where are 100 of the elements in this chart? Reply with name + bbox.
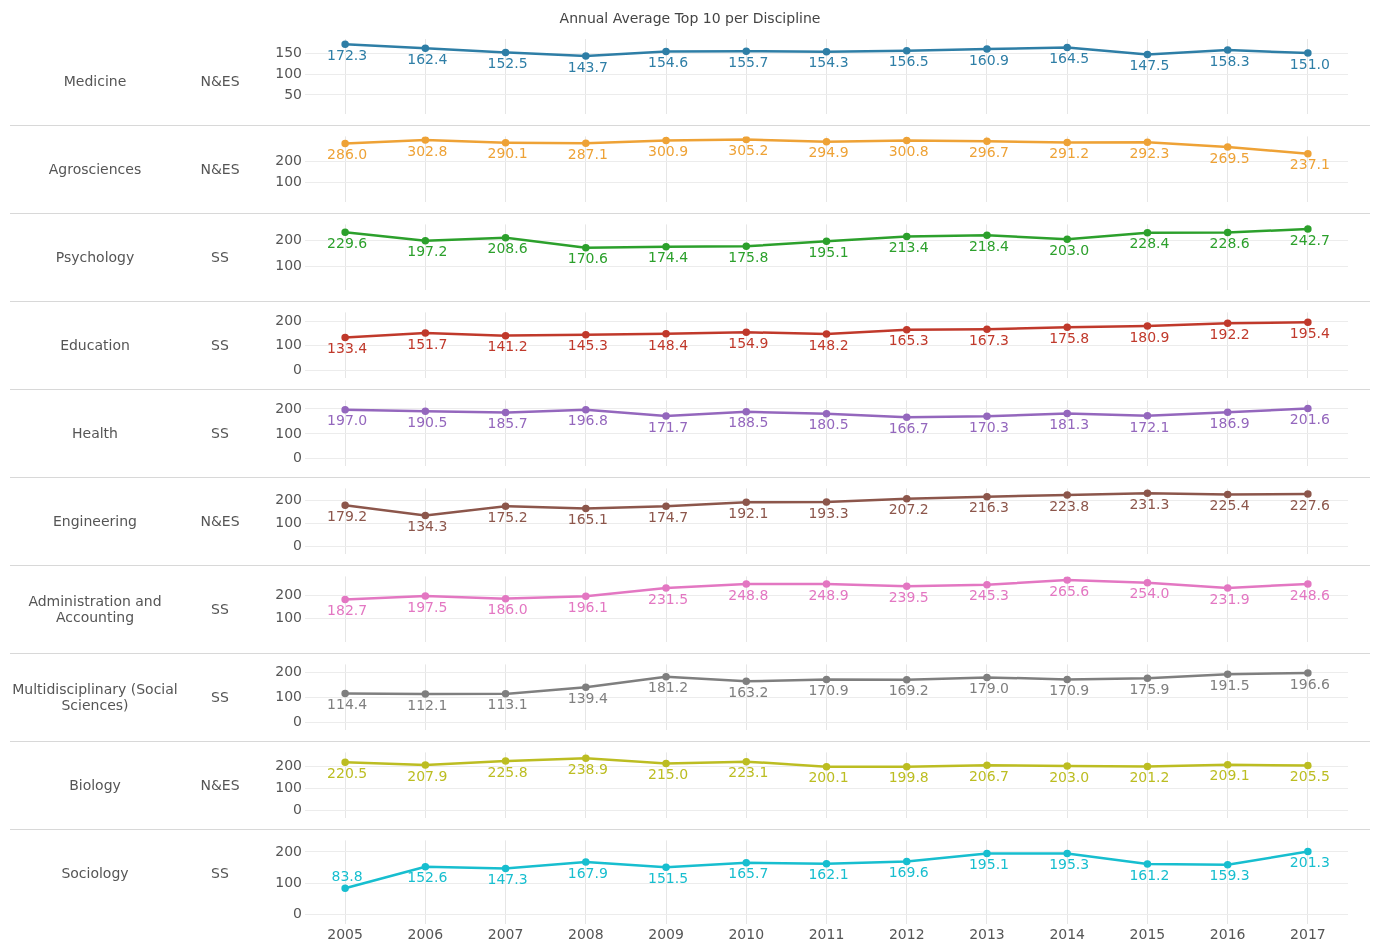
- data-label: 169.2: [888, 682, 929, 699]
- y-tick-label: 0: [293, 537, 302, 554]
- data-label: 163.2: [728, 683, 769, 700]
- y-tick-label: 100: [275, 514, 302, 531]
- data-label: 147.3: [487, 871, 528, 888]
- data-label: 201.6: [1289, 411, 1331, 428]
- data-label: 186.9: [1209, 414, 1250, 431]
- data-label: 162.4: [407, 51, 448, 68]
- data-label: 175.8: [1049, 329, 1090, 346]
- y-axis-title: Administration and Accounting: [27, 593, 163, 625]
- data-label: 201.3: [1289, 854, 1330, 871]
- x-tick-label: 2014: [1049, 926, 1086, 943]
- data-label: 291.2: [1049, 145, 1090, 162]
- y-axis-title: Medicine: [62, 73, 128, 89]
- data-label: 203.0: [1049, 241, 1090, 258]
- data-label: 218.4: [968, 237, 1010, 254]
- x-tick-label: 2005: [327, 926, 363, 943]
- y-tick-label: 200: [275, 491, 302, 508]
- data-label: 175.8: [728, 249, 769, 265]
- y-axis-title: Psychology: [54, 249, 136, 265]
- data-label: 148.4: [647, 336, 689, 353]
- data-label: 170.3: [968, 418, 1010, 435]
- data-label: 83.8: [331, 867, 363, 884]
- y-tick-label: 100: [275, 256, 302, 273]
- data-label: 215.0: [647, 766, 689, 783]
- data-label: 254.0: [1129, 585, 1170, 602]
- data-label: 151.7: [407, 335, 448, 352]
- text: N&ES: [199, 777, 241, 793]
- data-label: 208.6: [487, 240, 528, 257]
- y-tick-label: 200: [275, 842, 302, 859]
- data-label: 154.6: [647, 54, 689, 71]
- data-label: 179.2: [327, 507, 368, 524]
- data-label: 154.9: [728, 334, 769, 351]
- data-label: 134.3: [407, 518, 448, 535]
- data-label: 231.3: [1129, 495, 1170, 512]
- data-label: 229.6: [327, 234, 368, 251]
- data-label: 203.0: [1049, 768, 1090, 785]
- data-label: 151.5: [647, 869, 689, 886]
- text: Annual Average Top 10 per Discipline: [558, 10, 822, 26]
- data-label: 185.7: [487, 415, 528, 432]
- data-label: 175.2: [487, 508, 528, 525]
- data-label: 225.4: [1209, 497, 1250, 514]
- y-tick-label: 200: [275, 586, 302, 603]
- data-label: 294.9: [808, 144, 849, 161]
- y-tick-label: 100: [275, 64, 302, 81]
- y-axis-title: Education: [59, 337, 131, 353]
- data-label: 197.0: [327, 412, 368, 429]
- data-label: 207.9: [407, 767, 448, 784]
- data-label: 159.3: [1209, 867, 1250, 884]
- data-label: 209.1: [1209, 767, 1250, 784]
- y-tick-label: 0: [293, 801, 302, 818]
- data-label: 145.3: [567, 337, 608, 354]
- data-label: 300.8: [888, 143, 929, 160]
- data-label: 170.9: [808, 682, 849, 699]
- data-label: 165.3: [888, 332, 929, 349]
- data-label: 172.1: [1129, 418, 1170, 435]
- data-label: 190.5: [407, 413, 448, 430]
- y-axis-title: Sociology: [60, 865, 130, 881]
- data-label: 245.3: [968, 587, 1010, 604]
- y-tick-label: 0: [293, 712, 302, 729]
- y-axis-title: Engineering: [52, 513, 138, 529]
- data-label: 196.8: [567, 412, 608, 429]
- data-label: 170.6: [567, 250, 608, 267]
- y-tick-label: 100: [275, 687, 302, 704]
- data-label: 305.2: [728, 142, 769, 159]
- data-label: 200.1: [808, 769, 849, 786]
- data-label: 197.5: [407, 598, 448, 615]
- data-label: 197.2: [407, 243, 448, 260]
- data-label: 196.6: [1289, 675, 1331, 692]
- y-tick-label: 100: [275, 173, 302, 190]
- data-label: 237.1: [1289, 156, 1330, 173]
- y-tick-label: 200: [275, 662, 302, 679]
- data-label: 170.9: [1049, 682, 1090, 699]
- y-axis-title: Multidisciplinary (Social Sciences): [11, 681, 179, 713]
- data-label: 181.3: [1049, 416, 1090, 433]
- y-axis-title: Biology: [68, 777, 122, 793]
- data-label: 227.6: [1289, 496, 1331, 513]
- data-label: 239.5: [888, 588, 929, 605]
- x-tick-label: 2011: [808, 926, 845, 943]
- data-label: 195.1: [968, 856, 1010, 873]
- data-label: 166.7: [888, 419, 929, 436]
- text: SS: [210, 601, 230, 617]
- text: N&ES: [199, 513, 241, 529]
- data-label: 248.9: [808, 586, 849, 603]
- data-label: 133.4: [327, 340, 368, 357]
- x-tick-label: 2010: [728, 926, 765, 943]
- data-label: 192.1: [728, 504, 769, 521]
- y-tick-label: 0: [293, 449, 302, 466]
- y-tick-label: 100: [275, 336, 302, 353]
- data-label: 179.0: [968, 680, 1010, 697]
- y-axis-title: Agrosciences: [47, 161, 143, 177]
- data-label: 205.5: [1289, 768, 1330, 785]
- data-label: 223.1: [728, 764, 769, 781]
- data-label: 165.7: [728, 865, 769, 882]
- data-label: 195.1: [808, 243, 849, 260]
- y-tick-label: 50: [284, 85, 302, 102]
- data-label: 114.4: [327, 696, 368, 713]
- data-label: 180.9: [1129, 328, 1170, 345]
- data-label: 162.1: [808, 866, 849, 883]
- data-label: 292.3: [1129, 144, 1170, 161]
